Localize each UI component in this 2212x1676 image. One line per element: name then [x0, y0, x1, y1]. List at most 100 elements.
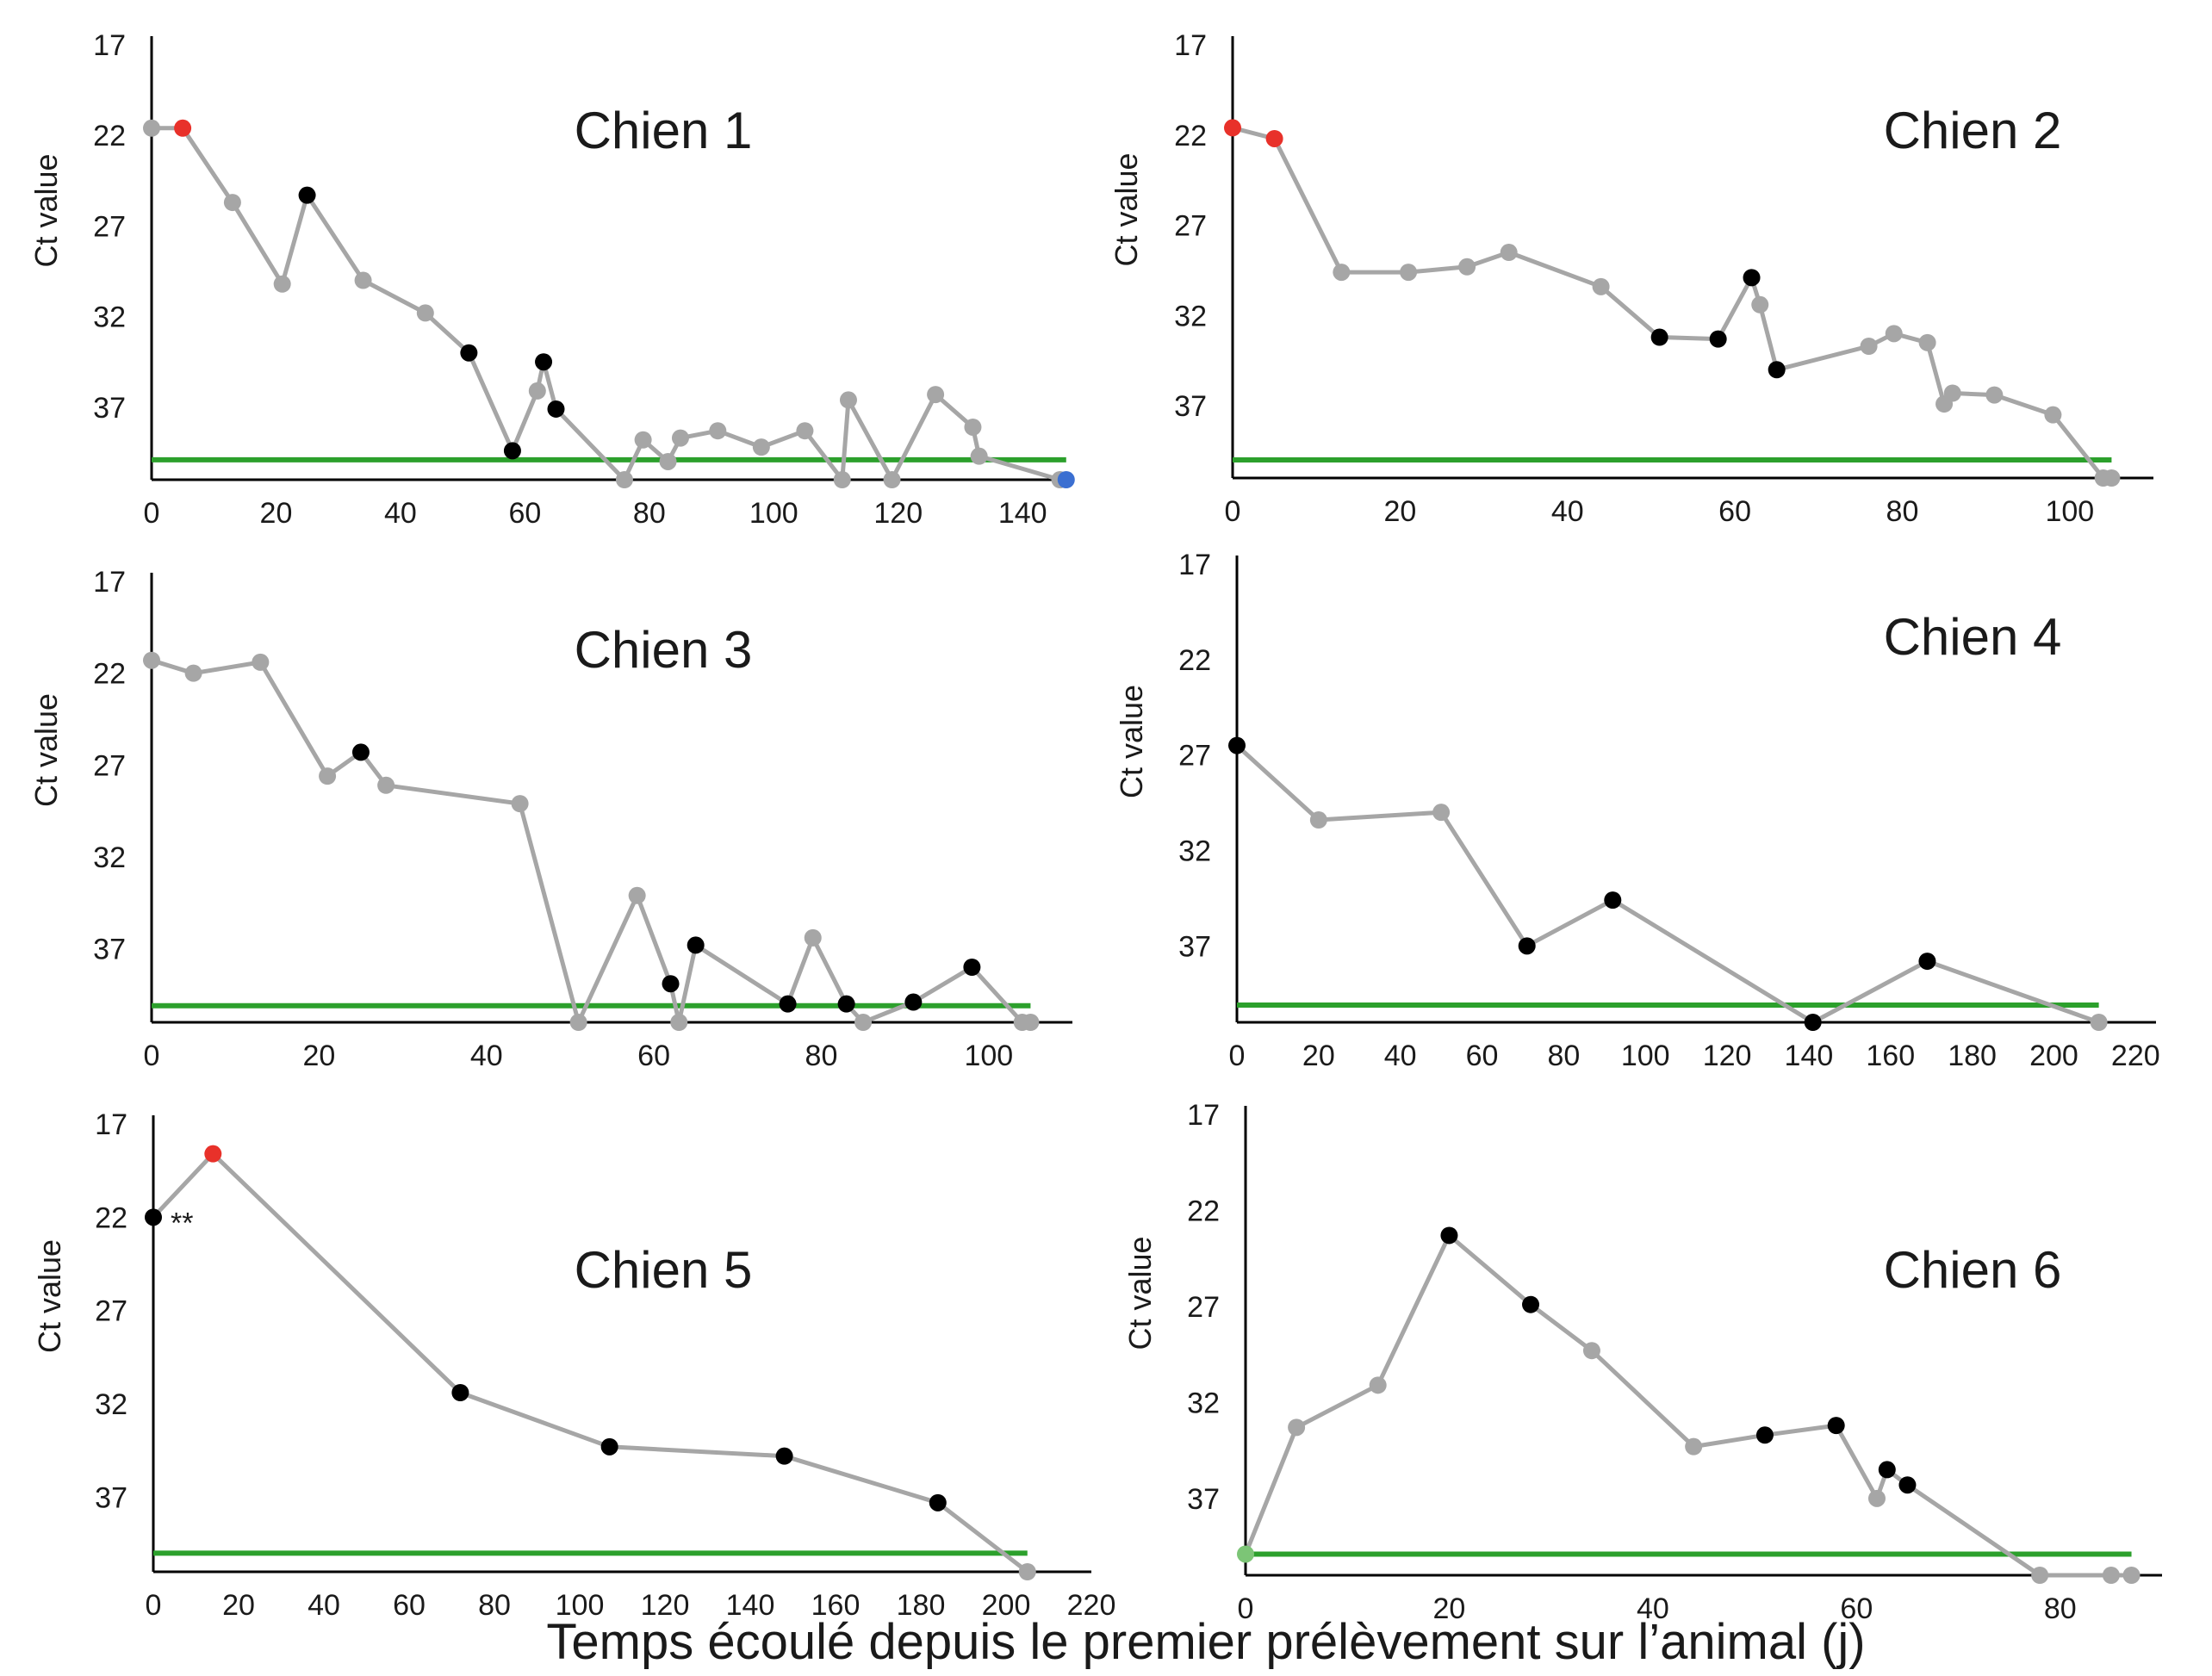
data-point: [833, 471, 851, 488]
data-point: [511, 795, 529, 813]
chart-panel-1: 17 22 27 32 37 0 20 40 60 80 100 120 140 Ct value Chie…: [28, 29, 1075, 530]
x-tick-label: 20: [222, 1589, 255, 1622]
data-point: [1369, 1376, 1387, 1394]
data-point: [1885, 325, 1903, 343]
x-tick-label: 0: [146, 1589, 162, 1622]
data-point: [1867, 1489, 1886, 1507]
x-tick-label: 60: [1840, 1592, 1873, 1625]
data-point: [628, 886, 646, 904]
x-tick-label: 60: [393, 1589, 426, 1622]
y-tick-label: 17: [1178, 549, 1211, 581]
data-point: [1237, 1545, 1254, 1563]
data-point: [143, 651, 160, 669]
data-point: [1751, 295, 1769, 313]
data-point: [451, 1384, 469, 1401]
data-point: [2102, 1567, 2120, 1584]
x-tick-label: 40: [470, 1040, 503, 1072]
data-point: [1878, 1461, 1896, 1479]
data-point: [709, 422, 727, 440]
data-point: [503, 442, 521, 460]
y-tick-label: 27: [95, 1295, 127, 1328]
chart-title: Chien 3: [575, 621, 753, 679]
data-point: [377, 776, 395, 794]
y-tick-label: 22: [93, 658, 126, 691]
y-tick-label: 37: [1187, 1483, 1220, 1516]
chart-panel-2: 17 22 27 32 37 0 20 40 60 80 100 Ct value Chien 2: [1109, 29, 2153, 528]
x-tick-label: 160: [1866, 1040, 1915, 1072]
x-tick-label: 60: [637, 1040, 670, 1072]
x-tick-label: 160: [811, 1589, 861, 1622]
data-point: [883, 471, 901, 488]
x-tick-label: 40: [384, 497, 417, 530]
chart-title: Chien 6: [1884, 1241, 2062, 1299]
data-point: [1650, 328, 1668, 346]
chart-title: Chien 5: [575, 1241, 753, 1299]
x-tick-label: 120: [641, 1589, 690, 1622]
chart-panel-4: 17 22 27 32 37 0 20 40 60 80 100 120 140 160 180 200 220…: [1114, 549, 2160, 1072]
x-tick-label: 20: [302, 1040, 335, 1072]
y-tick-label: 27: [1174, 210, 1207, 243]
y-tick-label: 37: [95, 1481, 127, 1514]
data-point: [1224, 119, 1241, 137]
chart-panel-5: 17 22 27 32 37 0 20 40 60 80 100 120 140 160 180 200 220…: [32, 1108, 1115, 1622]
y-tick-label: 37: [93, 934, 126, 966]
data-point: [1582, 1342, 1600, 1360]
x-tick-label: 80: [478, 1589, 511, 1622]
y-tick-label: 32: [93, 841, 126, 874]
data-point: [964, 418, 982, 436]
data-point: [854, 1014, 873, 1031]
data-point: [1985, 386, 2004, 404]
point-annotation: **: [171, 1207, 193, 1239]
data-point: [963, 959, 981, 976]
x-tick-label: 60: [1466, 1040, 1499, 1072]
x-tick-label: 0: [144, 1040, 160, 1072]
data-point: [1755, 1426, 1774, 1444]
y-tick-label: 17: [95, 1108, 127, 1141]
y-tick-label: 17: [93, 566, 126, 599]
x-tick-label: 80: [633, 497, 666, 530]
y-tick-label: 27: [93, 749, 126, 782]
x-tick-label: 60: [1718, 495, 1751, 528]
data-point: [184, 664, 202, 682]
data-point: [1432, 804, 1451, 822]
data-point: [1918, 953, 1936, 971]
data-point: [1709, 330, 1727, 348]
data-point: [1288, 1418, 1306, 1437]
y-tick-label: 22: [95, 1201, 127, 1234]
data-point: [252, 653, 270, 671]
data-point: [569, 1014, 587, 1031]
y-tick-label: 27: [93, 210, 126, 243]
data-point: [1458, 258, 1476, 276]
data-point: [1228, 736, 1246, 754]
x-tick-label: 180: [897, 1589, 946, 1622]
x-tick-label: 120: [1703, 1040, 1752, 1072]
chart-title: Chien 1: [575, 102, 753, 159]
data-point: [416, 304, 434, 322]
series-line: [151, 658, 1031, 1025]
y-axis-title: Ct value: [32, 1239, 67, 1353]
data-point: [1743, 269, 1761, 287]
data-point: [1309, 811, 1327, 829]
data-point: [204, 1145, 222, 1163]
x-tick-label: 120: [873, 497, 923, 530]
y-axis-title: Ct value: [1109, 152, 1144, 266]
data-point: [1898, 1476, 1917, 1494]
x-tick-label: 0: [144, 497, 160, 530]
x-tick-label: 0: [1229, 1040, 1246, 1072]
data-point: [2103, 469, 2121, 487]
y-tick-label: 22: [1178, 644, 1211, 677]
x-tick-label: 40: [1637, 1592, 1669, 1625]
data-point: [687, 936, 705, 954]
data-point: [319, 767, 337, 785]
x-tick-label: 20: [1302, 1040, 1335, 1072]
y-tick-label: 17: [1187, 1099, 1220, 1132]
data-point: [659, 452, 677, 470]
y-tick-label: 22: [1174, 120, 1207, 152]
x-tick-label: 100: [556, 1589, 605, 1622]
data-point: [779, 995, 797, 1013]
y-axis-title: Ct value: [1122, 1236, 1158, 1350]
x-tick-label: 200: [2029, 1040, 2078, 1072]
data-point: [600, 1437, 618, 1456]
x-tick-label: 200: [982, 1589, 1031, 1622]
series-line: [152, 1151, 1029, 1574]
